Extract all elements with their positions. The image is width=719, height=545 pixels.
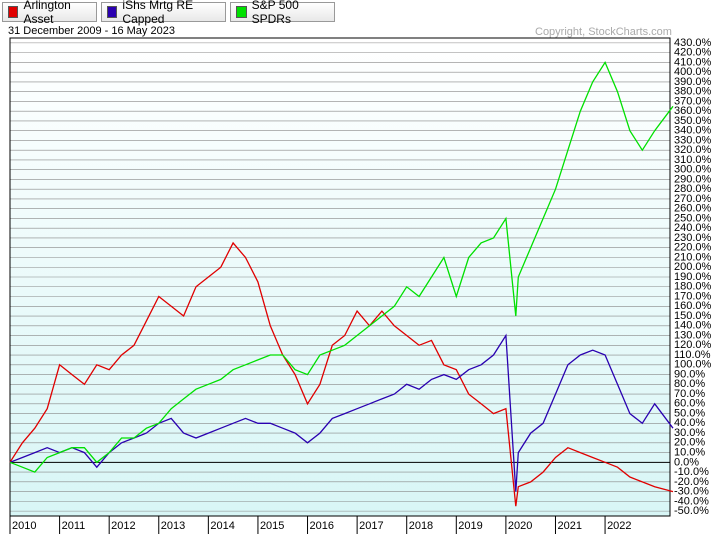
y-tick-label: 300.0% bbox=[674, 164, 712, 176]
y-tick-label: 270.0% bbox=[674, 193, 712, 205]
x-tick-label: 2012 bbox=[111, 520, 135, 532]
x-tick-label: 2010 bbox=[12, 520, 36, 532]
y-tick-label: 0.0% bbox=[674, 456, 699, 468]
y-tick-label: 10.0% bbox=[674, 446, 705, 458]
x-tick-label: 2018 bbox=[409, 520, 433, 532]
y-tick-label: -40.0% bbox=[674, 495, 709, 507]
plot-border bbox=[9, 37, 671, 517]
y-tick-label: 420.0% bbox=[674, 47, 712, 59]
y-tick-label: 180.0% bbox=[674, 281, 712, 293]
y-tick-label: 170.0% bbox=[674, 290, 712, 302]
y-tick-label: 400.0% bbox=[674, 66, 712, 78]
y-tick-label: -50.0% bbox=[674, 505, 709, 517]
y-tick-label: 130.0% bbox=[674, 329, 712, 341]
y-tick-label: 90.0% bbox=[674, 368, 705, 380]
y-tick-label: 140.0% bbox=[674, 320, 712, 332]
legend-label: S&P 500 SPDRs bbox=[251, 0, 299, 26]
y-tick-label: 250.0% bbox=[674, 212, 712, 224]
x-tick-label: 2020 bbox=[508, 520, 532, 532]
x-tick-label: 2013 bbox=[161, 520, 185, 532]
subtitle: 31 December 2009 - 16 May 2023 bbox=[8, 25, 175, 37]
y-tick-label: 330.0% bbox=[674, 134, 712, 146]
legend-swatch bbox=[107, 6, 118, 18]
y-tick-label: 230.0% bbox=[674, 232, 712, 244]
y-tick-label: 360.0% bbox=[674, 105, 712, 117]
y-tick-label: 320.0% bbox=[674, 144, 712, 156]
y-tick-label: 430.0% bbox=[674, 37, 712, 49]
legend-item[interactable]: iShs Mrtg RE Capped bbox=[101, 0, 226, 26]
y-tick-label: 370.0% bbox=[674, 95, 712, 107]
y-tick-label: 260.0% bbox=[674, 203, 712, 215]
y-tick-label: 390.0% bbox=[674, 76, 712, 88]
y-tick-label: 210.0% bbox=[674, 251, 712, 263]
x-tick-label: 2019 bbox=[458, 520, 482, 532]
legend-swatch bbox=[8, 6, 19, 18]
y-tick-label: 100.0% bbox=[674, 359, 712, 371]
y-tick-label: 410.0% bbox=[674, 56, 712, 68]
y-tick-label: 340.0% bbox=[674, 125, 712, 137]
legend-item[interactable]: S&P 500 SPDRs bbox=[230, 0, 335, 26]
y-tick-label: 160.0% bbox=[674, 300, 712, 312]
y-tick-label: 20.0% bbox=[674, 437, 705, 449]
y-tick-label: 40.0% bbox=[674, 417, 705, 429]
y-tick-label: 30.0% bbox=[674, 427, 705, 439]
y-tick-label: 240.0% bbox=[674, 222, 712, 234]
series-line bbox=[9, 241, 674, 507]
y-tick-label: 120.0% bbox=[674, 339, 712, 351]
y-tick-label: 290.0% bbox=[674, 173, 712, 185]
y-tick-label: 280.0% bbox=[674, 183, 712, 195]
x-tick-label: 2022 bbox=[607, 520, 631, 532]
y-tick-label: 110.0% bbox=[674, 349, 711, 361]
y-tick-label: 150.0% bbox=[674, 310, 712, 322]
legend-label: Arlington Asset bbox=[23, 0, 71, 26]
legend-swatch bbox=[236, 6, 247, 18]
legend-item[interactable]: Arlington Asset bbox=[2, 0, 97, 26]
y-tick-label: -30.0% bbox=[674, 486, 709, 498]
y-tick-label: -20.0% bbox=[674, 476, 709, 488]
y-tick-label: 80.0% bbox=[674, 378, 705, 390]
y-tick-label: 350.0% bbox=[674, 115, 712, 127]
x-tick-label: 2014 bbox=[210, 520, 234, 532]
y-tick-label: 50.0% bbox=[674, 407, 705, 419]
y-tick-label: 70.0% bbox=[674, 388, 705, 400]
x-tick-label: 2016 bbox=[310, 520, 334, 532]
y-tick-label: 60.0% bbox=[674, 398, 705, 410]
x-tick-label: 2017 bbox=[359, 520, 383, 532]
x-tick-label: 2015 bbox=[260, 520, 284, 532]
y-tick-label: 200.0% bbox=[674, 261, 712, 273]
legend-label: iShs Mrtg RE Capped bbox=[122, 0, 194, 26]
y-tick-label: 380.0% bbox=[674, 86, 712, 98]
series-line bbox=[9, 333, 674, 492]
series-line bbox=[9, 61, 674, 473]
y-tick-label: 220.0% bbox=[674, 242, 712, 254]
copyright: Copyright, StockCharts.com bbox=[535, 26, 672, 38]
x-tick-label: 2011 bbox=[62, 520, 86, 532]
x-tick-label: 2021 bbox=[557, 520, 581, 532]
y-tick-label: 310.0% bbox=[674, 154, 712, 166]
y-tick-label: -10.0% bbox=[674, 466, 709, 478]
y-tick-label: 190.0% bbox=[674, 271, 712, 283]
